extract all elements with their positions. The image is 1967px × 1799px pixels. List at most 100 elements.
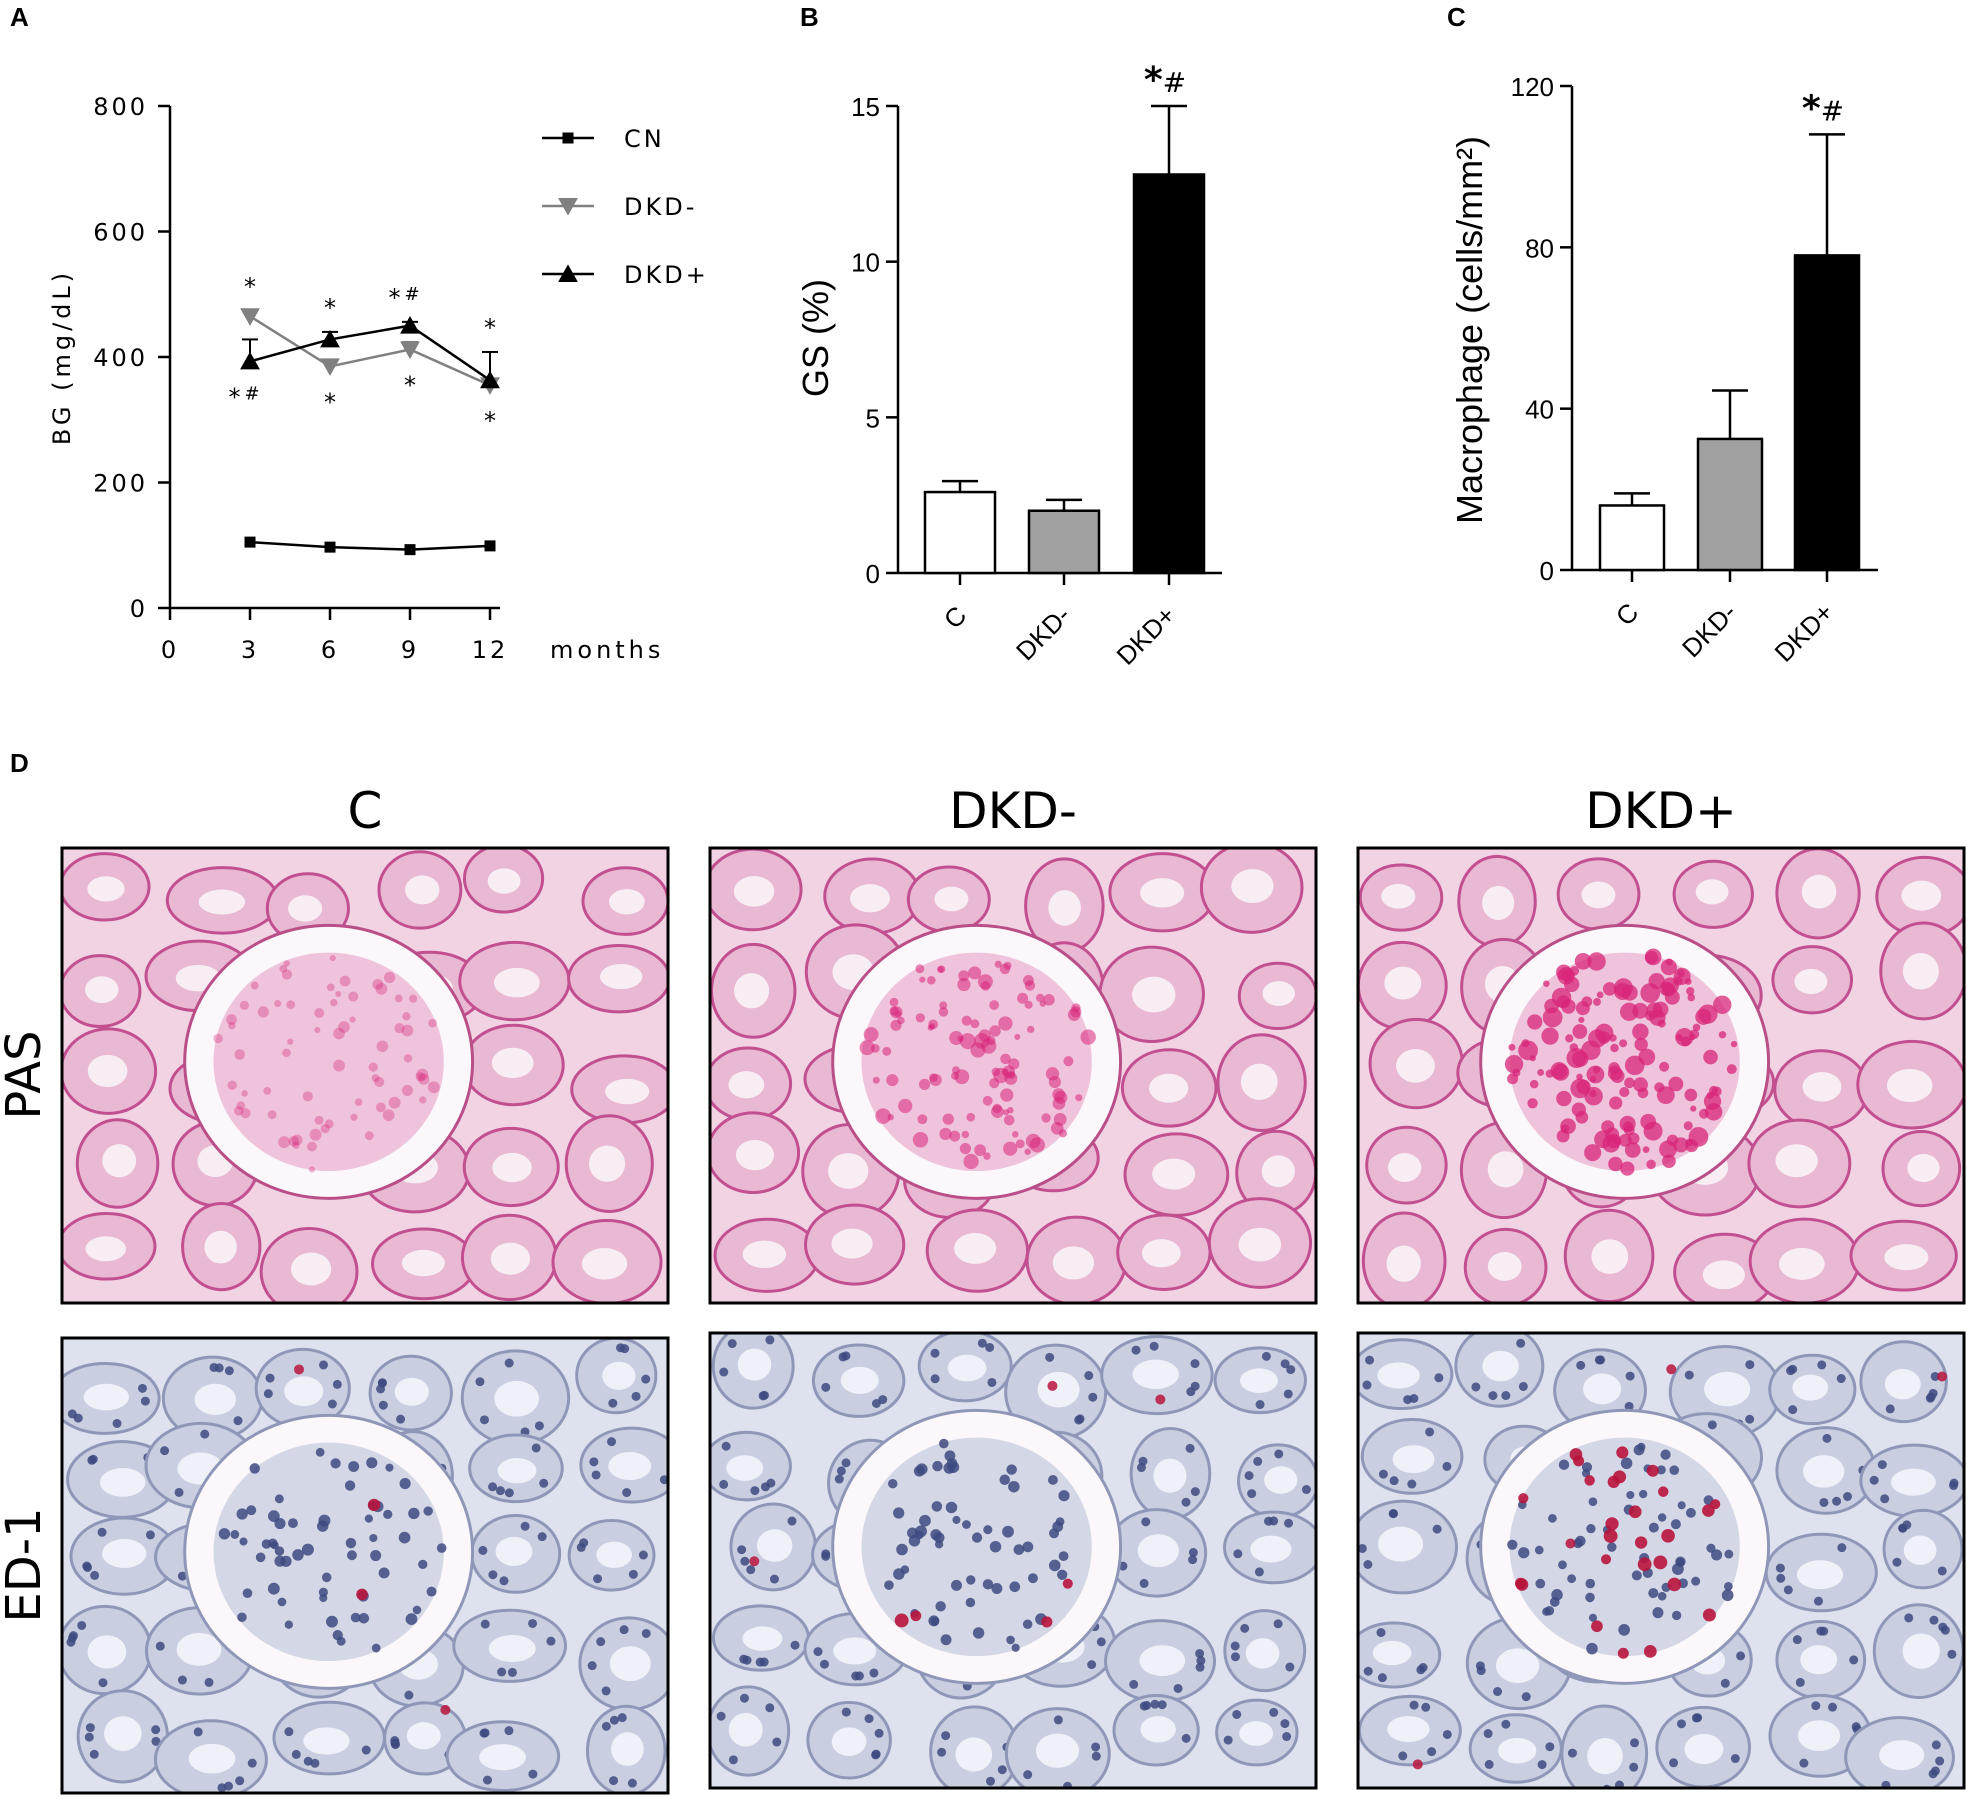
- micrograph-tubule-lumen: [608, 1452, 652, 1481]
- chart-a-point-dkd-plus: [400, 316, 420, 334]
- micrograph-nucleus: [869, 1668, 879, 1678]
- micrograph-nucleus: [1483, 1729, 1493, 1739]
- chart-a-y-tick-label: 600: [93, 219, 148, 247]
- micrograph-ed1-positive-cell: [910, 1610, 922, 1622]
- micrograph-nucleus: [609, 1776, 619, 1786]
- micrograph-nucleus: [772, 1737, 782, 1747]
- micrograph-stain: [912, 1132, 929, 1148]
- micrograph-tubule-lumen: [1250, 1535, 1292, 1563]
- micrograph-nucleus: [930, 1374, 940, 1384]
- micrograph-nucleus: [267, 1582, 280, 1595]
- micrograph-nucleus: [404, 1690, 414, 1700]
- micrograph-stain: [1561, 999, 1576, 1014]
- micrograph-nucleus: [1181, 1497, 1191, 1507]
- micrograph-tubule-lumen: [497, 1458, 537, 1484]
- chart-a-point-dkd-minus: [400, 341, 420, 360]
- micrograph-ed1-positive-cell: [1634, 1536, 1648, 1549]
- micrograph-nucleus: [641, 1374, 651, 1384]
- micrograph-stain: [968, 966, 982, 980]
- micrograph-frame: [1356, 1331, 1966, 1790]
- micrograph-tubule-lumen: [1372, 1640, 1412, 1666]
- micrograph-nucleus: [327, 1399, 337, 1409]
- micrograph-tubule-lumen: [1890, 1468, 1936, 1496]
- micrograph-column-title-dkd-plus: DKD+: [1585, 782, 1737, 840]
- micrograph-stain: [326, 983, 335, 992]
- micrograph-ed1-positive-cell: [294, 1364, 305, 1375]
- micrograph-nucleus: [1501, 1719, 1511, 1729]
- micrograph-nucleus: [330, 1458, 341, 1469]
- micrograph-tubule-lumen: [1052, 1246, 1095, 1280]
- chart-a-point-cn: [484, 540, 496, 552]
- micrograph-nucleus: [1045, 1352, 1055, 1362]
- micrograph-nucleus: [991, 1582, 1003, 1594]
- micrograph-nucleus: [931, 1501, 943, 1512]
- micrograph-stain: [1527, 1014, 1543, 1030]
- chart-a-point-dkd-minus: [320, 358, 340, 377]
- chart-a-y-tick-label: 400: [93, 344, 148, 372]
- micrograph-stain: [1619, 1086, 1630, 1098]
- micrograph-ed1-positive-cell: [894, 1613, 909, 1628]
- chart-b-y-tick-label: 5: [866, 403, 880, 433]
- micrograph-nucleus: [436, 1543, 447, 1553]
- micrograph-tubule-lumen: [1238, 1227, 1282, 1262]
- micrograph-stain: [383, 971, 396, 984]
- micrograph-nucleus: [1639, 1489, 1648, 1499]
- micrograph-stain: [403, 1054, 413, 1063]
- chart-b-bar-c: [923, 490, 997, 575]
- micrograph-nucleus: [1301, 1485, 1311, 1495]
- micrograph-nucleus: [350, 1612, 361, 1623]
- micrograph-nucleus: [292, 1549, 304, 1561]
- chart-b-y-tick-label: 10: [851, 248, 880, 278]
- micrograph-glomerulus: [213, 952, 444, 1172]
- micrograph-tubule-lumen: [99, 1467, 146, 1497]
- micrograph-tubule-lumen: [1377, 1362, 1420, 1389]
- micrograph-tubule-lumen: [1239, 1721, 1274, 1746]
- micrograph-nucleus: [813, 1647, 823, 1657]
- micrograph-tubule-lumen: [1902, 1633, 1940, 1669]
- micrograph-stain: [942, 1113, 954, 1125]
- micrograph-tubule-lumen: [1582, 1373, 1622, 1405]
- micrograph-ed1-positive-cell: [1155, 1394, 1166, 1405]
- micrograph-stain: [314, 1115, 324, 1125]
- micrograph-nucleus: [787, 1516, 797, 1526]
- micrograph-nucleus: [587, 1661, 597, 1671]
- micrograph-stain: [1613, 982, 1632, 1000]
- micrograph-tubule-lumen: [491, 1047, 534, 1078]
- micrograph-stain: [338, 1021, 350, 1033]
- micrograph-ed1-positive-cell: [1600, 1554, 1612, 1565]
- micrograph-nucleus: [1931, 1740, 1941, 1750]
- micrograph-ed1-positive-cell: [1041, 1616, 1053, 1628]
- micrograph-nucleus: [426, 1586, 437, 1597]
- micrograph-tubule-lumen: [831, 1727, 867, 1757]
- micrograph-stain: [998, 1016, 1013, 1031]
- micrograph-stain: [376, 1102, 386, 1113]
- micrograph-nucleus: [358, 1613, 370, 1624]
- micrograph-nucleus: [1788, 1364, 1798, 1374]
- micrograph-nucleus: [378, 1400, 388, 1410]
- micrograph-stain: [427, 1081, 440, 1094]
- micrograph-nucleus: [479, 1415, 489, 1425]
- micrograph-stain: [1645, 950, 1659, 964]
- micrograph-nucleus: [83, 1562, 93, 1572]
- micrograph-nucleus: [1273, 1619, 1283, 1629]
- micrograph-nucleus: [399, 1478, 411, 1490]
- micrograph-tubule-lumen: [1140, 1716, 1176, 1743]
- micrograph-nucleus: [1057, 1569, 1068, 1580]
- micrograph-tubule-lumen: [1902, 953, 1939, 990]
- micrograph-nucleus: [1588, 1613, 1598, 1622]
- micrograph-stain: [915, 1013, 925, 1023]
- micrograph-nucleus: [1087, 1660, 1097, 1670]
- chart-a-point-dkd-minus: [240, 308, 260, 326]
- micrograph-nucleus: [1929, 1615, 1939, 1625]
- micrograph-ed1-positive-cell: [1603, 1529, 1618, 1543]
- micrograph-stain: [418, 1073, 430, 1085]
- micrograph-nucleus: [77, 1620, 87, 1630]
- micrograph-nucleus: [89, 1749, 99, 1759]
- micrograph-tubule-lumen: [1702, 1260, 1745, 1290]
- micrograph-nucleus: [952, 1515, 961, 1524]
- micrograph-tubule-lumen: [1803, 1455, 1845, 1488]
- micrograph-nucleus: [1671, 1610, 1682, 1621]
- micrograph-stain: [282, 1048, 291, 1058]
- micrograph-nucleus: [396, 1414, 406, 1424]
- micrograph-nucleus: [488, 1570, 498, 1580]
